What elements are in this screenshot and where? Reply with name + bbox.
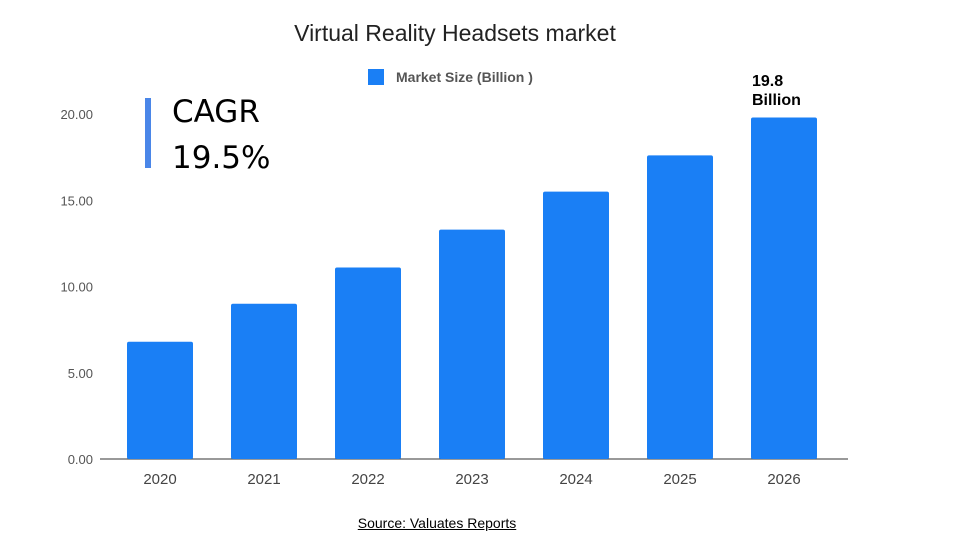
bar-2021: [231, 303, 297, 459]
bar-2020: [127, 341, 193, 459]
bar-annotation-2026: 19.8 Billion: [752, 72, 801, 110]
source-note: Source: Valuates Reports: [357, 515, 517, 531]
legend-label: Market Size (Billion ): [396, 69, 533, 85]
x-tick-label: 2026: [767, 471, 800, 488]
annotation-unit: Billion: [752, 92, 801, 109]
bar-2023: [439, 229, 505, 459]
x-tick-label: 2024: [559, 471, 592, 488]
bar-2025: [647, 155, 713, 459]
y-tick-label: 0.00: [68, 452, 93, 467]
y-tick-label: 20.00: [60, 107, 93, 122]
bar-2022: [335, 267, 401, 459]
x-tick-label: 2025: [663, 471, 696, 488]
x-tick-label: 2022: [351, 471, 384, 488]
y-tick-label: 15.00: [60, 193, 93, 208]
y-tick-label: 5.00: [68, 366, 93, 381]
x-tick-label: 2021: [247, 471, 280, 488]
cagr-label: CAGR: [172, 94, 260, 130]
cagr-accent-bar: [145, 98, 151, 168]
x-tick-label: 2023: [455, 471, 488, 488]
y-tick-label: 10.00: [60, 280, 93, 295]
legend-swatch: [368, 69, 384, 85]
chart-title: Virtual Reality Headsets market: [294, 20, 616, 46]
annotation-value: 19.8: [752, 73, 784, 90]
cagr-value: 19.5%: [172, 140, 271, 176]
x-tick-label: 2020: [143, 471, 176, 488]
bar-2024: [543, 191, 609, 459]
bar-2026: [751, 117, 817, 459]
